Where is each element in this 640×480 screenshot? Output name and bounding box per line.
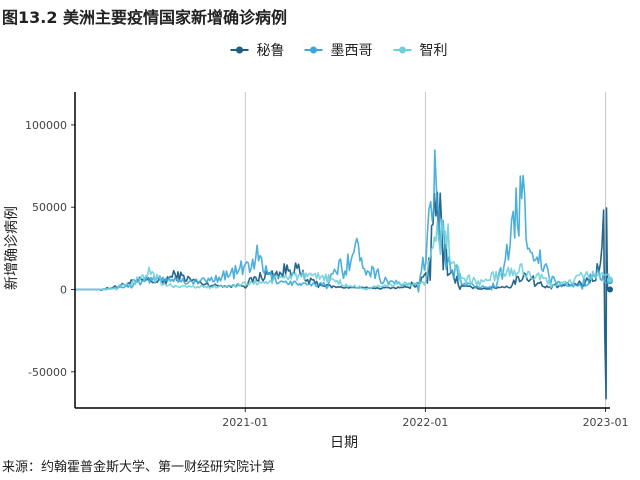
x-tick-label: 2023-01 — [583, 416, 629, 429]
legend-label: 智利 — [420, 43, 448, 59]
x-tick-label: 2022-01 — [402, 416, 448, 429]
grid-lines — [244, 92, 607, 408]
y-tick-label: 50000 — [32, 201, 67, 214]
series-line-1 — [75, 191, 610, 400]
series-endpoint-3 — [607, 276, 613, 283]
legend-label: 墨西哥 — [331, 43, 373, 59]
legend-swatch-marker — [236, 46, 243, 54]
legend-item-2: 墨西哥 — [304, 43, 373, 59]
series-line-2 — [75, 149, 611, 293]
series-layer — [75, 149, 613, 400]
chart-title: 图13.2 美洲主要疫情国家新增确诊病例 — [2, 8, 288, 27]
series-endpoint-1 — [607, 286, 613, 293]
legend-item-1: 秘鲁 — [230, 43, 285, 59]
x-tick-label: 2021-01 — [222, 416, 268, 429]
series-line-3 — [75, 218, 611, 291]
legend-swatch-marker — [399, 46, 406, 54]
source-note: 来源：约翰霍普金斯大学、第一财经研究院计算 — [2, 460, 276, 475]
y-tick-label: 0 — [60, 284, 67, 297]
y-tick-label: -50000 — [28, 366, 67, 379]
legend-item-3: 智利 — [393, 43, 448, 59]
legend-swatch-marker — [310, 46, 317, 54]
y-tick-label: 100000 — [25, 119, 67, 132]
legend: 秘鲁 墨西哥 智利 — [230, 43, 448, 59]
y-axis-label: 新增确诊病例 — [4, 206, 20, 290]
x-axis-label: 日期 — [330, 435, 358, 451]
legend-label: 秘鲁 — [257, 43, 285, 59]
axes: 2021-01 2022-01 2023-01 -50000 0 50000 100000 — [25, 92, 629, 429]
